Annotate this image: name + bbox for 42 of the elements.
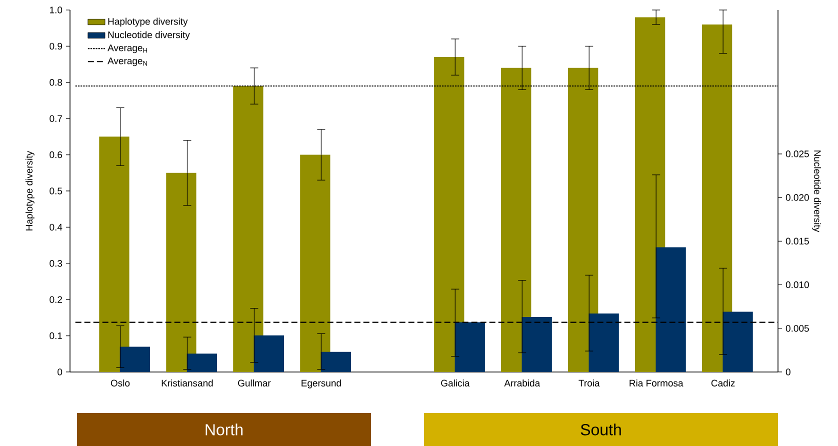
y-tick-label: 0.1 [50, 332, 62, 340]
x-tick-label: Kristiansand [162, 380, 213, 386]
x-tick-label: Cadiz [711, 380, 735, 386]
bar [233, 86, 264, 372]
bar [568, 68, 598, 372]
bar [99, 136, 130, 372]
x-tick-label: Gullmar [238, 380, 271, 386]
y2-tick-label: 0.010 [786, 281, 809, 288]
x-tick-label: Oslo [110, 380, 130, 386]
x-tick-label: Galicia [441, 380, 470, 386]
y2-tick-label: 0.025 [786, 150, 809, 158]
y-tick-label: 0.8 [50, 79, 62, 86]
y2-tick-label: 0.015 [786, 238, 809, 245]
y2-tick-label: 0 [786, 368, 790, 376]
bar [702, 24, 732, 372]
y2-tick-label: 0.020 [786, 194, 809, 201]
legend-label: Average$_{N}$ [108, 58, 148, 66]
text: South [580, 424, 621, 436]
legend-label: Haplotype diversity [108, 18, 188, 27]
y-tick-label: 0 [58, 368, 62, 376]
x-tick-label: Ria Formosa [630, 380, 684, 386]
bar [501, 68, 532, 372]
legend-label: Average$_{H}$ [108, 44, 148, 54]
bar [300, 154, 330, 372]
y2-axis-title: Nucleotide diversity [812, 150, 822, 232]
y-tick-label: 0.9 [50, 42, 62, 50]
x-tick-label: Arrabida [504, 380, 540, 386]
y-tick-label: 0.6 [50, 151, 62, 158]
y-tick-label: 0.4 [50, 224, 62, 231]
y-tick-label: 0.5 [50, 188, 62, 194]
y-tick-label: 0.7 [50, 115, 62, 122]
y-tick-label: 0.2 [50, 296, 62, 303]
legend-label: Nucleotide diversity [108, 31, 190, 40]
y-tick-label: 0.3 [50, 260, 62, 267]
y-tick-label: 1.0 [50, 6, 62, 14]
y-axis-title: Haplotype diversity [26, 150, 34, 230]
bar [434, 57, 464, 372]
x-tick-label: Egersund [302, 380, 341, 388]
y2-tick-label: 0.005 [786, 325, 809, 332]
bar [166, 172, 196, 372]
x-tick-label: Troia [578, 380, 600, 386]
text: North [206, 424, 243, 436]
